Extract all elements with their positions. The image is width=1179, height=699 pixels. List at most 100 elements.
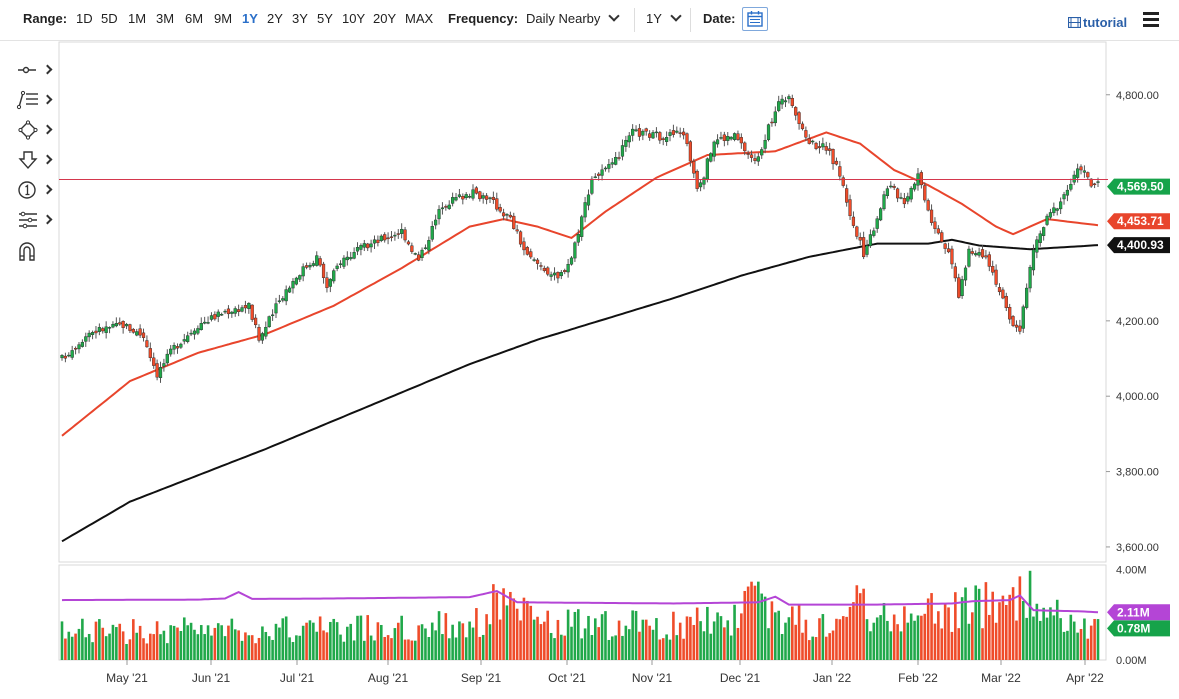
volume-bar — [1049, 607, 1052, 660]
volume-bar — [723, 627, 726, 660]
ma200-line — [61, 238, 1099, 543]
volume-bar — [563, 635, 567, 660]
candle-body — [1072, 174, 1076, 183]
magnet-tool-button[interactable] — [14, 238, 54, 262]
candle-body — [1035, 239, 1039, 253]
candle-body — [216, 311, 220, 317]
candle-body — [1008, 306, 1012, 320]
volume-bar — [519, 620, 522, 660]
volume-bar — [165, 643, 169, 660]
volume-tick-label: 4.00M — [1116, 565, 1147, 577]
range-5y-button[interactable]: 5Y — [317, 11, 333, 26]
candle-body — [991, 266, 995, 273]
candle-body — [912, 183, 917, 190]
line-tool-button[interactable] — [14, 58, 54, 82]
candle-body — [260, 333, 265, 341]
candle-body — [484, 195, 489, 200]
candle-body — [376, 239, 380, 244]
range-6m-button[interactable]: 6M — [185, 11, 204, 26]
frequency-select[interactable]: Daily Nearby — [526, 10, 621, 26]
volume-bar — [492, 584, 495, 660]
range-max-button[interactable]: MAX — [405, 11, 434, 26]
volume-bar — [967, 623, 971, 660]
candle-body — [851, 216, 856, 226]
volume-bar — [743, 590, 747, 660]
candle-body — [753, 158, 757, 161]
candle-body — [535, 259, 540, 264]
candle-body — [349, 257, 353, 260]
volume-bar — [600, 614, 604, 660]
candle-body — [923, 185, 927, 201]
volume-bar — [1032, 616, 1035, 660]
candle-body — [600, 169, 604, 176]
candle-body — [804, 130, 808, 138]
candle-body — [135, 331, 139, 336]
volume-bar — [994, 622, 998, 660]
range-20y-button[interactable]: 20Y — [373, 11, 397, 26]
date-picker-button[interactable] — [742, 7, 768, 31]
volume-bar — [556, 619, 560, 660]
volume-bar — [770, 601, 774, 660]
volume-bar — [835, 618, 838, 660]
volume-bar — [274, 623, 278, 660]
volume-bar — [281, 618, 285, 660]
tutorial-link[interactable]: tutorial — [1067, 15, 1127, 30]
candle-body — [1011, 316, 1015, 326]
range-3y-button[interactable]: 3Y — [292, 11, 308, 26]
volume-bar — [471, 627, 475, 660]
volume-bar — [159, 634, 162, 660]
volume-bar — [1086, 638, 1090, 660]
candle-body — [841, 177, 845, 186]
volume-bar — [182, 617, 186, 660]
volume-bar — [631, 610, 634, 660]
range-9m-button[interactable]: 9M — [214, 11, 233, 26]
volume-bar — [210, 635, 213, 660]
candle-body — [522, 241, 526, 251]
volume-bar — [509, 591, 512, 660]
volume-bar — [189, 622, 193, 660]
shape-tool-button[interactable] — [14, 118, 54, 142]
candle-body — [780, 98, 784, 105]
annotation-tool-button[interactable] — [14, 178, 54, 202]
range-10y-button[interactable]: 10Y — [342, 11, 366, 26]
volume-bar — [386, 635, 390, 660]
candle-body — [508, 214, 512, 218]
candle-body — [906, 196, 910, 202]
period-select[interactable]: 1Y — [646, 10, 682, 26]
candle-body — [464, 194, 468, 199]
candle-body — [114, 323, 118, 327]
candle-body — [719, 137, 723, 139]
volume-bar — [957, 628, 961, 660]
pattern-tool-button[interactable] — [14, 208, 54, 232]
candle-body — [763, 140, 767, 149]
candle-body — [569, 257, 574, 265]
fib-tool-button[interactable] — [14, 88, 54, 112]
candle-body — [902, 198, 906, 205]
range-3m-button[interactable]: 3M — [156, 11, 175, 26]
candle-body — [1086, 172, 1090, 178]
x-tick-label: Dec '21 — [720, 671, 761, 685]
candle-body — [223, 310, 227, 313]
candle-body — [264, 327, 268, 337]
range-1y-button[interactable]: 1Y — [242, 11, 258, 26]
range-1m-button[interactable]: 1M — [128, 11, 147, 26]
candle-body — [777, 101, 781, 111]
candle-body — [709, 153, 713, 162]
candle-body — [1038, 233, 1042, 243]
volume-bar — [522, 597, 526, 660]
volume-bar — [70, 636, 74, 660]
range-2y-button[interactable]: 2Y — [267, 11, 283, 26]
arrow-tool-button[interactable] — [14, 148, 54, 172]
volume-bar — [64, 638, 67, 660]
candle-body — [953, 266, 957, 279]
menu-icon[interactable] — [1143, 12, 1159, 27]
range-5d-button[interactable]: 5D — [101, 11, 118, 26]
volume-bar — [135, 632, 139, 660]
volume-bar — [614, 635, 617, 660]
volume-bar — [1045, 617, 1049, 660]
candle-body — [338, 263, 343, 265]
candle-body — [783, 100, 788, 103]
range-1d-button[interactable]: 1D — [76, 11, 93, 26]
candle-body — [743, 142, 747, 152]
